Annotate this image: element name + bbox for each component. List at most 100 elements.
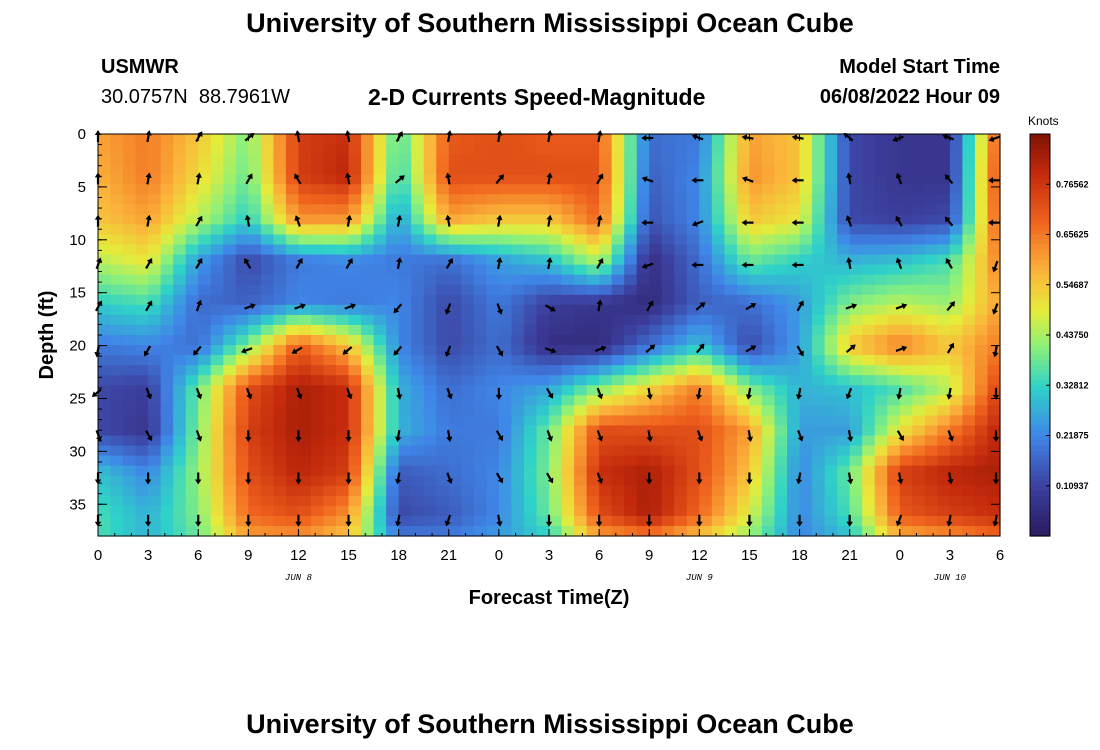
heatmap-cell: [98, 324, 112, 336]
heatmap-cell: [711, 314, 725, 326]
heatmap-cell: [824, 485, 838, 497]
heatmap-cell: [674, 375, 688, 386]
heatmap-cell: [549, 375, 563, 386]
heatmap-cell: [348, 224, 362, 236]
heatmap-cell: [949, 445, 964, 457]
heatmap-cell: [736, 324, 751, 336]
heatmap-cell: [423, 254, 437, 266]
heatmap-cell: [223, 375, 237, 386]
heatmap-cell: [386, 405, 400, 416]
heatmap-cell: [574, 345, 588, 356]
heatmap-cell: [260, 194, 274, 205]
heatmap-cell: [511, 365, 525, 376]
heatmap-cell: [223, 395, 237, 406]
heatmap-cell: [787, 194, 801, 205]
heatmap-cell: [661, 335, 675, 346]
heatmap-cell: [736, 345, 751, 356]
heatmap-cell: [686, 214, 700, 226]
heatmap-cell: [411, 204, 425, 215]
heatmap-cell: [323, 164, 337, 175]
heatmap-cell: [160, 284, 174, 296]
heatmap-cell: [198, 465, 212, 477]
heatmap-cell: [436, 345, 450, 356]
heatmap-cell: [974, 144, 989, 155]
heatmap-cell: [461, 495, 475, 507]
heatmap-cell: [749, 234, 763, 246]
heatmap-cell: [185, 445, 199, 457]
heatmap-cell: [411, 314, 425, 326]
heatmap-cell: [160, 134, 174, 145]
y-tick-label: 10: [69, 232, 86, 249]
heatmap-cell: [173, 144, 187, 155]
heatmap-cell: [310, 234, 325, 246]
heatmap-cell: [298, 505, 312, 517]
heatmap-cell: [574, 485, 588, 497]
heatmap-cell: [862, 435, 876, 447]
heatmap-cell: [649, 284, 663, 296]
colorbar-swatch: [1030, 410, 1050, 417]
heatmap-cell: [423, 465, 437, 477]
heatmap-cell: [348, 385, 362, 396]
colorbar-swatch: [1030, 335, 1050, 341]
heatmap-cell: [937, 385, 951, 396]
heatmap-cell: [273, 405, 287, 416]
heatmap-cell: [887, 284, 901, 296]
heatmap-cell: [874, 435, 888, 447]
heatmap-cell: [173, 274, 187, 286]
heatmap-cell: [536, 345, 550, 356]
heatmap-cell: [123, 375, 137, 386]
heatmap-cell: [260, 425, 274, 437]
heatmap-cell: [774, 224, 788, 236]
heatmap-cell: [461, 154, 475, 165]
heatmap-cell: [285, 194, 300, 205]
heatmap-cell: [749, 264, 763, 276]
heatmap-cell: [511, 134, 525, 145]
current-arrow: [195, 430, 203, 442]
heatmap-cell: [874, 375, 888, 386]
heatmap-cell: [837, 294, 851, 306]
colorbar-swatch: [1030, 144, 1050, 150]
heatmap-cell: [123, 415, 137, 427]
heatmap-cell: [373, 144, 387, 155]
current-arrow: [144, 514, 152, 527]
heatmap-cell: [310, 365, 325, 376]
heatmap-cell: [874, 244, 888, 256]
heatmap-cell: [724, 324, 738, 336]
heatmap-cell: [937, 355, 951, 366]
heatmap-cell: [624, 214, 638, 226]
heatmap-cell: [398, 375, 412, 386]
heatmap-cell: [974, 204, 989, 215]
heatmap-cell: [148, 174, 162, 185]
heatmap-cell: [574, 405, 588, 416]
heatmap-cell: [974, 495, 989, 507]
heatmap-cell: [536, 445, 550, 457]
heatmap-cell: [899, 314, 913, 326]
heatmap-cell: [223, 475, 237, 487]
heatmap-cell: [198, 174, 212, 185]
heatmap-cell: [310, 194, 325, 205]
heatmap-cell: [348, 264, 362, 276]
heatmap-cell: [223, 294, 237, 306]
heatmap-cell: [624, 194, 638, 205]
heatmap-cell: [436, 204, 450, 215]
heatmap-cell: [812, 465, 826, 477]
heatmap-cell: [273, 365, 287, 376]
heatmap-cell: [874, 204, 888, 215]
heatmap-cell: [812, 415, 826, 427]
heatmap-cell: [887, 515, 901, 527]
heatmap-cell: [711, 274, 725, 286]
heatmap-cell: [448, 425, 462, 437]
heatmap-cell: [411, 475, 425, 487]
heatmap-cell: [699, 365, 713, 376]
heatmap-cell: [536, 274, 550, 286]
heatmap-cell: [949, 174, 964, 185]
heatmap-cell: [486, 314, 500, 326]
heatmap-cell: [599, 495, 613, 507]
heatmap-cell: [323, 194, 337, 205]
heatmap-cell: [887, 385, 901, 396]
heatmap-cell: [511, 415, 525, 427]
y-tick-label: 25: [69, 390, 86, 407]
current-arrow: [944, 216, 954, 227]
heatmap-cell: [98, 214, 112, 226]
heatmap-cell: [912, 174, 926, 185]
